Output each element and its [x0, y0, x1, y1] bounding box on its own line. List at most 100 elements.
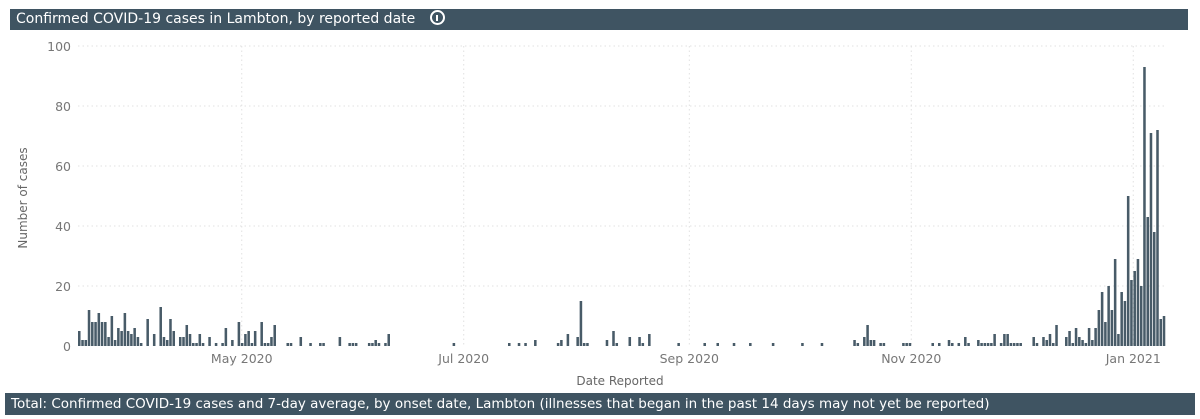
bar[interactable] — [319, 343, 322, 346]
bar[interactable] — [1149, 133, 1153, 346]
bar[interactable] — [524, 343, 527, 346]
bar[interactable] — [1162, 316, 1166, 346]
bar[interactable] — [853, 340, 856, 346]
bar[interactable] — [192, 343, 195, 346]
bar[interactable] — [273, 325, 276, 346]
bar[interactable] — [648, 334, 651, 346]
bar[interactable] — [120, 331, 123, 346]
bar[interactable] — [78, 331, 81, 346]
bar[interactable] — [1123, 301, 1127, 346]
bar[interactable] — [615, 343, 619, 346]
bar[interactable] — [517, 343, 521, 346]
bar[interactable] — [1094, 328, 1097, 346]
bar[interactable] — [1126, 196, 1130, 346]
bar[interactable] — [266, 343, 270, 346]
bar[interactable] — [534, 340, 537, 346]
bar[interactable] — [801, 343, 804, 346]
bar[interactable] — [566, 334, 570, 346]
bar[interactable] — [677, 343, 680, 346]
bar[interactable] — [94, 322, 97, 346]
bar[interactable] — [1045, 340, 1049, 346]
bar[interactable] — [1130, 280, 1133, 346]
bar[interactable] — [1074, 328, 1078, 346]
bar[interactable] — [299, 337, 303, 346]
bar[interactable] — [1012, 343, 1016, 346]
bar[interactable] — [1019, 343, 1022, 346]
bar[interactable] — [869, 340, 873, 346]
bar[interactable] — [1133, 271, 1136, 346]
bar[interactable] — [1146, 217, 1149, 346]
bar[interactable] — [289, 343, 293, 346]
bar[interactable] — [351, 343, 355, 346]
bar[interactable] — [1139, 286, 1143, 346]
bar[interactable] — [338, 337, 342, 346]
bar[interactable] — [999, 343, 1003, 346]
bar[interactable] — [1087, 328, 1091, 346]
bar[interactable] — [771, 343, 775, 346]
bar[interactable] — [1006, 334, 1009, 346]
bar[interactable] — [322, 343, 325, 346]
bar[interactable] — [964, 337, 967, 346]
bar[interactable] — [882, 343, 886, 346]
bar[interactable] — [237, 322, 241, 346]
bar[interactable] — [820, 343, 824, 346]
bar[interactable] — [270, 337, 273, 346]
bar[interactable] — [749, 343, 752, 346]
bar[interactable] — [139, 343, 143, 346]
bar[interactable] — [1091, 340, 1094, 346]
bar[interactable] — [452, 343, 456, 346]
bar[interactable] — [260, 322, 263, 346]
bar[interactable] — [159, 307, 162, 346]
bar[interactable] — [208, 337, 211, 346]
bar[interactable] — [586, 343, 589, 346]
bar[interactable] — [1084, 343, 1088, 346]
bar[interactable] — [908, 343, 912, 346]
bar[interactable] — [263, 343, 267, 346]
bar[interactable] — [1071, 343, 1075, 346]
bar[interactable] — [126, 331, 130, 346]
bar[interactable] — [198, 334, 202, 346]
bar[interactable] — [384, 343, 387, 346]
bar[interactable] — [1055, 325, 1058, 346]
bar[interactable] — [169, 319, 172, 346]
bar[interactable] — [377, 343, 381, 346]
bar[interactable] — [87, 310, 91, 346]
bar[interactable] — [84, 340, 88, 346]
bar[interactable] — [1078, 337, 1081, 346]
bar[interactable] — [214, 343, 218, 346]
bar[interactable] — [231, 340, 234, 346]
bar[interactable] — [81, 340, 84, 346]
bar[interactable] — [1104, 322, 1107, 346]
bar[interactable] — [879, 343, 882, 346]
bar[interactable] — [628, 337, 632, 346]
bar[interactable] — [980, 343, 983, 346]
bar[interactable] — [165, 340, 169, 346]
bar[interactable] — [136, 337, 140, 346]
bar[interactable] — [703, 343, 706, 346]
bar[interactable] — [1003, 334, 1006, 346]
bar[interactable] — [221, 343, 224, 346]
bar[interactable] — [286, 343, 290, 346]
bar[interactable] — [113, 340, 117, 346]
info-icon[interactable] — [429, 10, 445, 25]
bar[interactable] — [247, 331, 250, 346]
bar[interactable] — [951, 343, 954, 346]
bar[interactable] — [1048, 334, 1052, 346]
bar[interactable] — [224, 328, 228, 346]
bar[interactable] — [309, 343, 312, 346]
bar[interactable] — [250, 343, 254, 346]
bar[interactable] — [1065, 337, 1068, 346]
bar[interactable] — [902, 343, 905, 346]
bar[interactable] — [856, 343, 860, 346]
bar[interactable] — [178, 337, 182, 346]
bar[interactable] — [1081, 340, 1084, 346]
bar[interactable] — [133, 328, 136, 346]
bar[interactable] — [97, 313, 101, 346]
bar[interactable] — [1143, 67, 1146, 346]
bar[interactable] — [188, 334, 192, 346]
bar[interactable] — [641, 343, 645, 346]
bar[interactable] — [1152, 232, 1156, 346]
bar[interactable] — [182, 337, 185, 346]
bar[interactable] — [556, 343, 560, 346]
bar[interactable] — [123, 313, 127, 346]
